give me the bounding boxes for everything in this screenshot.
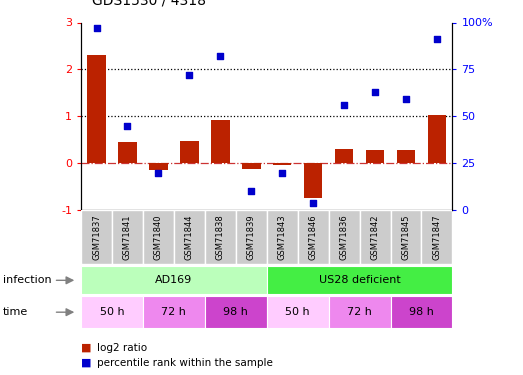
Bar bbox=[422, 210, 452, 264]
Text: 98 h: 98 h bbox=[223, 307, 248, 317]
Text: 72 h: 72 h bbox=[347, 307, 372, 317]
Bar bbox=[236, 210, 267, 264]
Bar bbox=[267, 266, 452, 294]
Bar bbox=[149, 163, 168, 170]
Text: GSM71845: GSM71845 bbox=[402, 214, 411, 260]
Bar bbox=[205, 210, 236, 264]
Bar bbox=[360, 210, 391, 264]
Text: GSM71840: GSM71840 bbox=[154, 214, 163, 260]
Bar bbox=[428, 116, 446, 163]
Text: GSM71839: GSM71839 bbox=[247, 214, 256, 260]
Text: GSM71838: GSM71838 bbox=[216, 214, 225, 260]
Point bbox=[402, 96, 410, 102]
Text: infection: infection bbox=[3, 275, 51, 285]
Point bbox=[216, 53, 224, 59]
Text: ■: ■ bbox=[81, 343, 92, 353]
Bar bbox=[396, 150, 415, 163]
Bar bbox=[366, 150, 384, 163]
Bar bbox=[335, 149, 354, 163]
Text: 50 h: 50 h bbox=[100, 307, 124, 317]
Bar bbox=[87, 56, 106, 163]
Point bbox=[123, 123, 132, 129]
Point bbox=[309, 200, 317, 206]
Bar bbox=[267, 296, 328, 328]
Text: ■: ■ bbox=[81, 358, 92, 368]
Bar bbox=[298, 210, 328, 264]
Text: GDS1530 / 4318: GDS1530 / 4318 bbox=[92, 0, 206, 8]
Point bbox=[340, 102, 348, 108]
Text: log2 ratio: log2 ratio bbox=[97, 343, 147, 353]
Bar bbox=[211, 120, 230, 163]
Point bbox=[93, 25, 101, 31]
Text: GSM71846: GSM71846 bbox=[309, 214, 317, 260]
Bar bbox=[304, 163, 322, 198]
Bar bbox=[143, 296, 205, 328]
Point bbox=[278, 170, 287, 176]
Bar bbox=[205, 296, 267, 328]
Bar bbox=[328, 210, 360, 264]
Bar bbox=[391, 210, 422, 264]
Bar bbox=[143, 210, 174, 264]
Text: AD169: AD169 bbox=[155, 275, 192, 285]
Bar bbox=[112, 210, 143, 264]
Point bbox=[433, 36, 441, 42]
Point bbox=[185, 72, 194, 78]
Text: GSM71847: GSM71847 bbox=[433, 214, 441, 260]
Text: GSM71842: GSM71842 bbox=[370, 214, 380, 260]
Text: percentile rank within the sample: percentile rank within the sample bbox=[97, 358, 272, 368]
Bar bbox=[81, 296, 143, 328]
Text: 72 h: 72 h bbox=[162, 307, 186, 317]
Bar bbox=[81, 210, 112, 264]
Text: GSM71843: GSM71843 bbox=[278, 214, 287, 260]
Text: GSM71836: GSM71836 bbox=[339, 214, 349, 260]
Text: US28 deficient: US28 deficient bbox=[319, 275, 401, 285]
Point bbox=[154, 170, 163, 176]
Text: 50 h: 50 h bbox=[286, 307, 310, 317]
Text: GSM71841: GSM71841 bbox=[123, 214, 132, 260]
Bar bbox=[118, 142, 137, 163]
Text: GSM71837: GSM71837 bbox=[92, 214, 101, 260]
Bar bbox=[180, 141, 199, 163]
Bar bbox=[391, 296, 452, 328]
Point bbox=[247, 188, 255, 194]
Point bbox=[371, 89, 379, 95]
Text: 98 h: 98 h bbox=[409, 307, 434, 317]
Bar bbox=[267, 210, 298, 264]
Bar bbox=[174, 210, 205, 264]
Text: time: time bbox=[3, 307, 28, 317]
Text: GSM71844: GSM71844 bbox=[185, 214, 194, 260]
Bar bbox=[273, 163, 291, 165]
Bar bbox=[328, 296, 391, 328]
Bar bbox=[81, 266, 267, 294]
Bar bbox=[242, 163, 260, 169]
